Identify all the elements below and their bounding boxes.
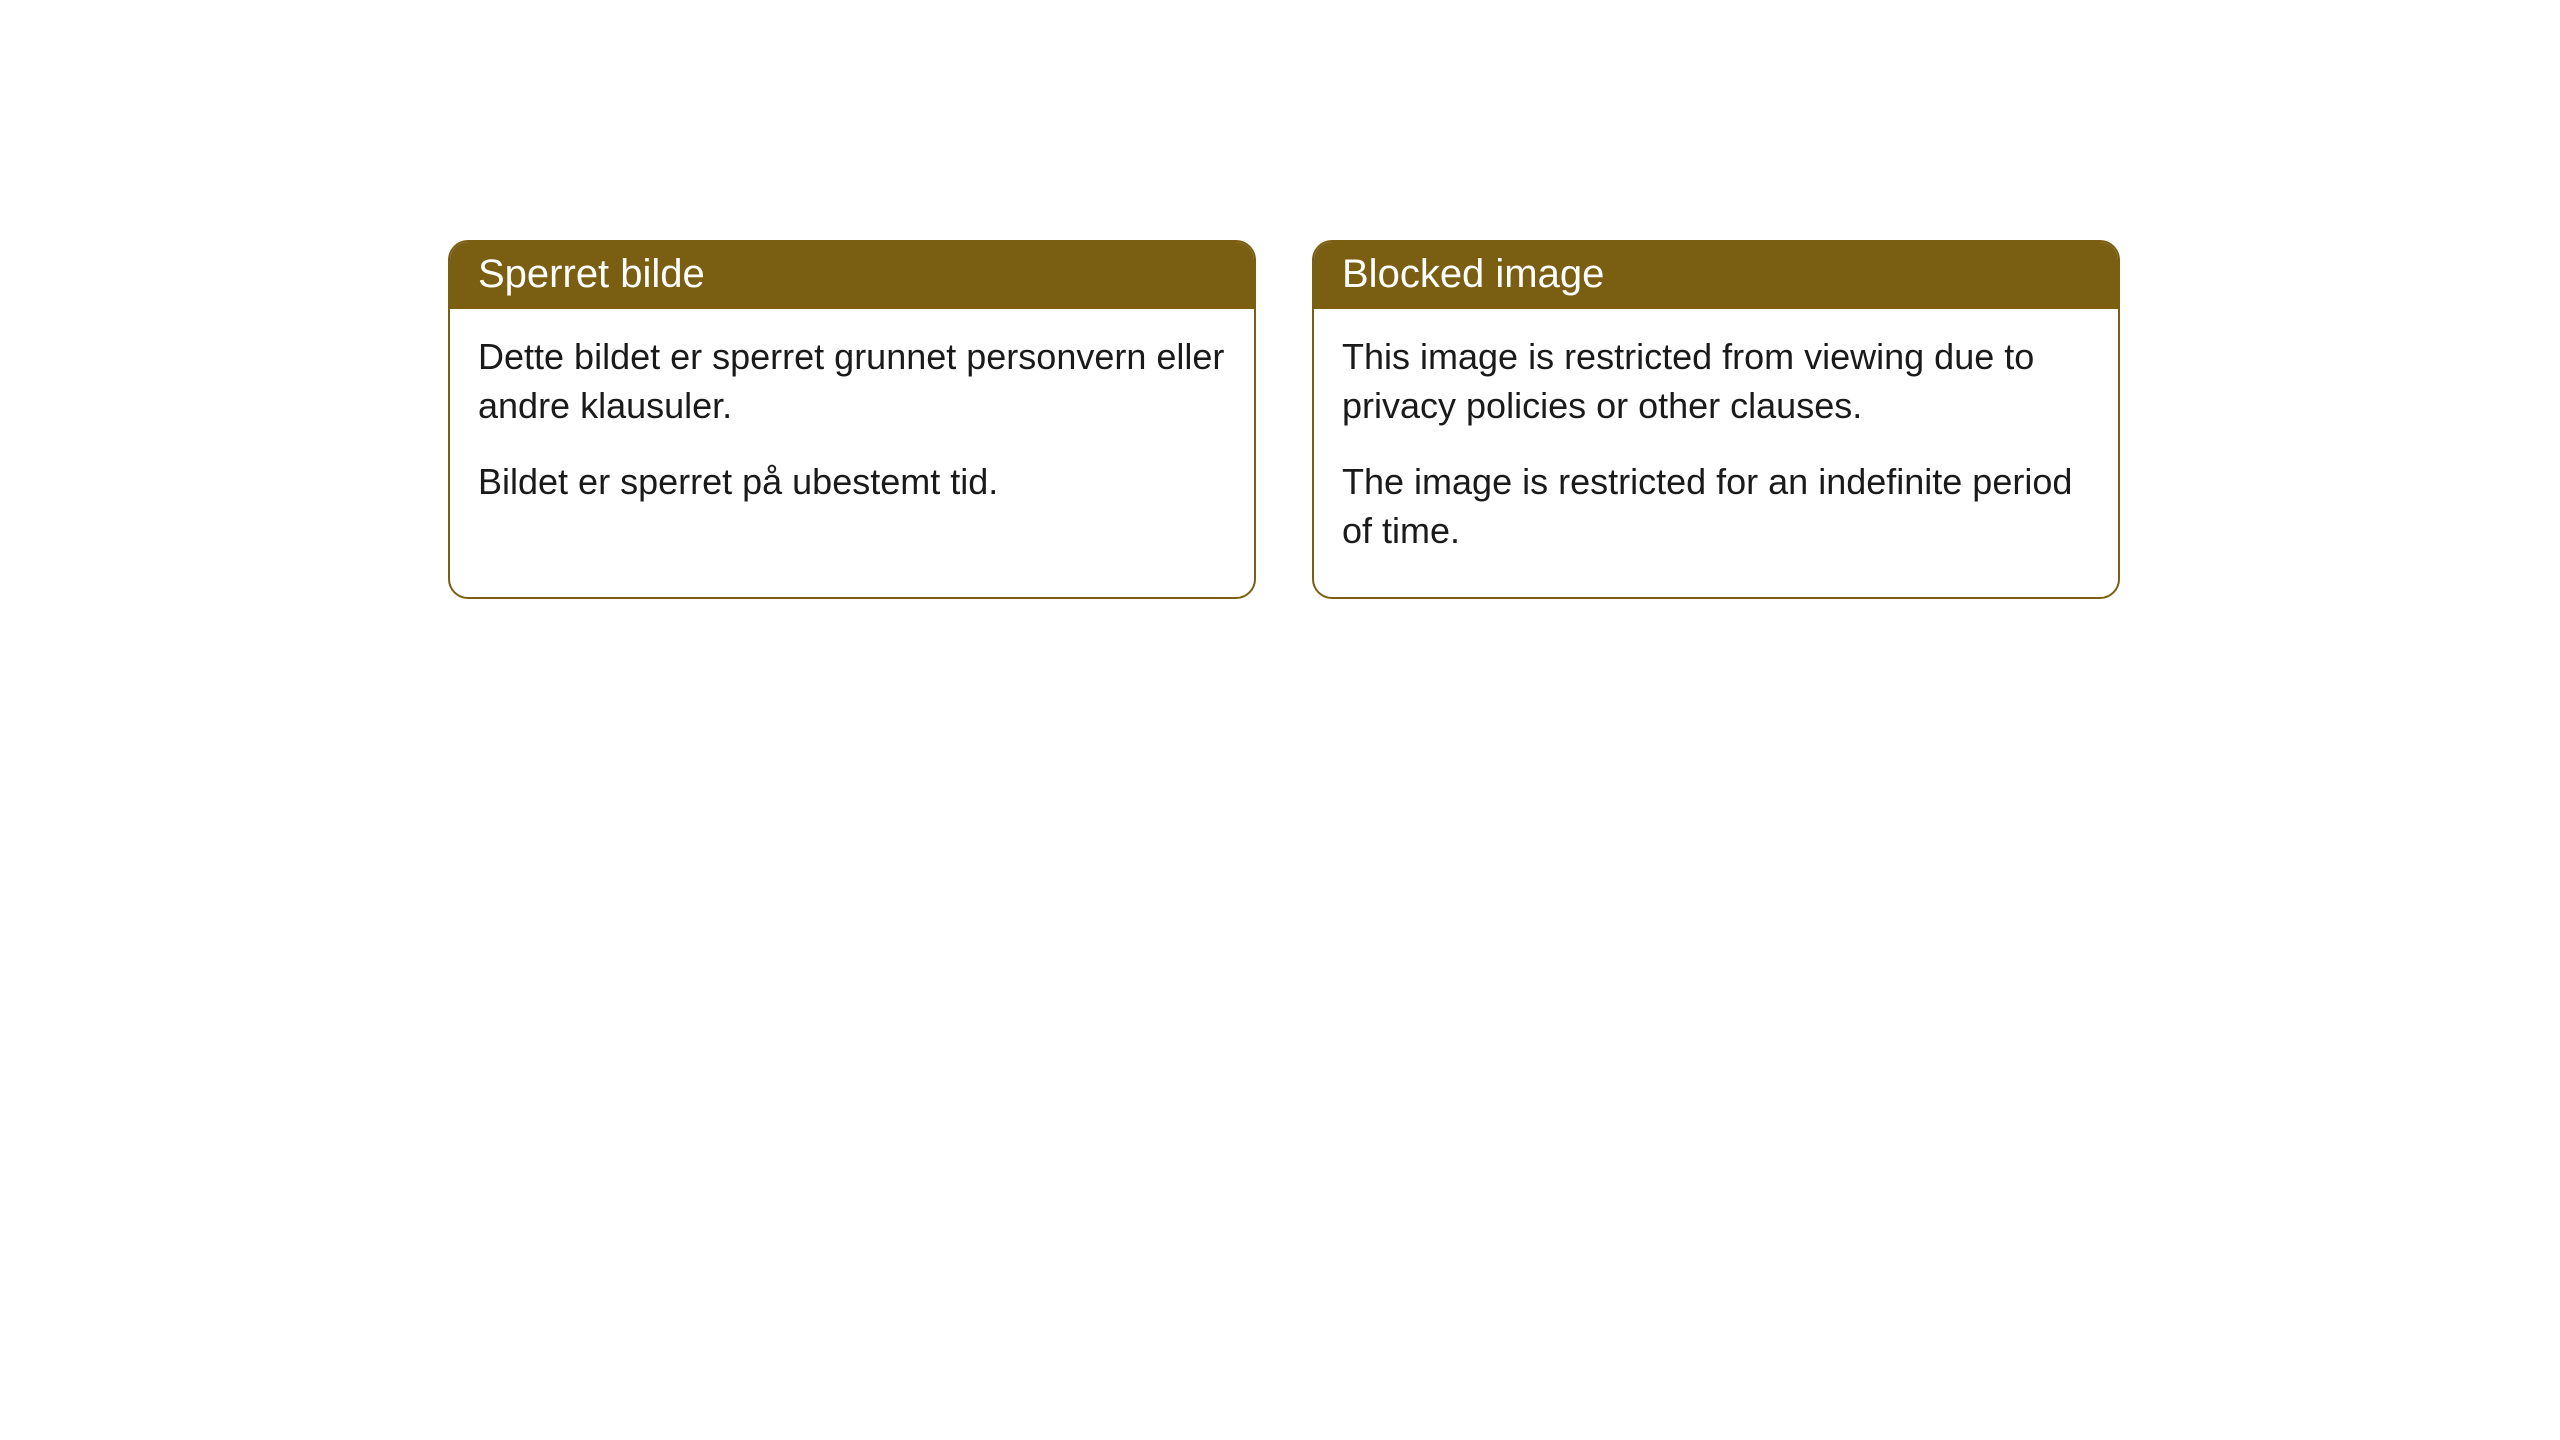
card-blocked-image-no: Sperret bilde Dette bildet er sperret gr…	[448, 240, 1256, 599]
card-paragraph: This image is restricted from viewing du…	[1342, 333, 2090, 430]
card-body-no: Dette bildet er sperret grunnet personve…	[450, 309, 1254, 549]
cards-container: Sperret bilde Dette bildet er sperret gr…	[448, 240, 2120, 599]
card-header-no: Sperret bilde	[450, 242, 1254, 309]
card-paragraph: Bildet er sperret på ubestemt tid.	[478, 458, 1226, 507]
card-paragraph: The image is restricted for an indefinit…	[1342, 458, 2090, 555]
card-body-en: This image is restricted from viewing du…	[1314, 309, 2118, 597]
card-blocked-image-en: Blocked image This image is restricted f…	[1312, 240, 2120, 599]
card-header-en: Blocked image	[1314, 242, 2118, 309]
card-paragraph: Dette bildet er sperret grunnet personve…	[478, 333, 1226, 430]
